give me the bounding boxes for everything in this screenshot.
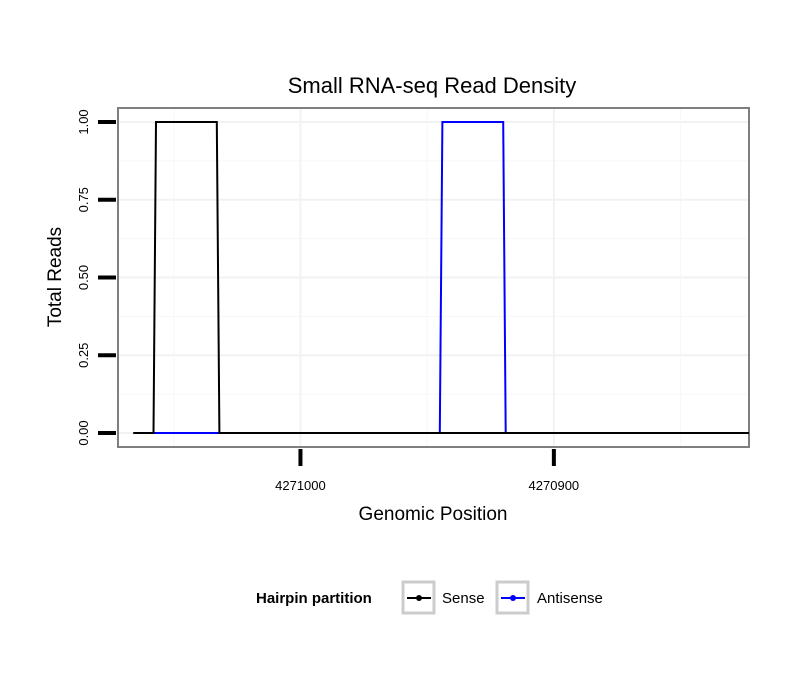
y-tick-label: 0.25: [76, 343, 91, 368]
x-tick-label: 4270900: [529, 478, 580, 493]
y-axis-label: Total Reads: [45, 227, 66, 327]
legend-label-sense: Sense: [442, 590, 485, 607]
legend-dot-sense: [416, 595, 422, 601]
plot-panel: [117, 107, 750, 448]
series-line-sense: [133, 121, 749, 434]
legend-title: Hairpin partition: [256, 590, 372, 607]
x-axis-ticks: 4271000 4270900: [275, 449, 579, 493]
legend-label-antisense: Antisense: [537, 590, 603, 607]
y-tick-label: 0.50: [76, 265, 91, 290]
legend-item-antisense: Antisense: [495, 580, 603, 615]
series-lines: [133, 121, 749, 434]
legend: Hairpin partition Sense Antisense: [256, 580, 603, 615]
grid-lines: [118, 108, 749, 447]
chart-title: Small RNA-seq Read Density: [288, 73, 577, 98]
y-axis-ticks: 0.00 0.25 0.50 0.75 1.00: [76, 109, 116, 446]
x-tick-label: 4271000: [275, 478, 326, 493]
y-tick-label: 1.00: [76, 109, 91, 134]
legend-dot-antisense: [510, 595, 516, 601]
y-tick-label: 0.75: [76, 187, 91, 212]
x-axis-label: Genomic Position: [359, 504, 508, 525]
legend-item-sense: Sense: [401, 580, 485, 615]
y-tick-label: 0.00: [76, 420, 91, 445]
